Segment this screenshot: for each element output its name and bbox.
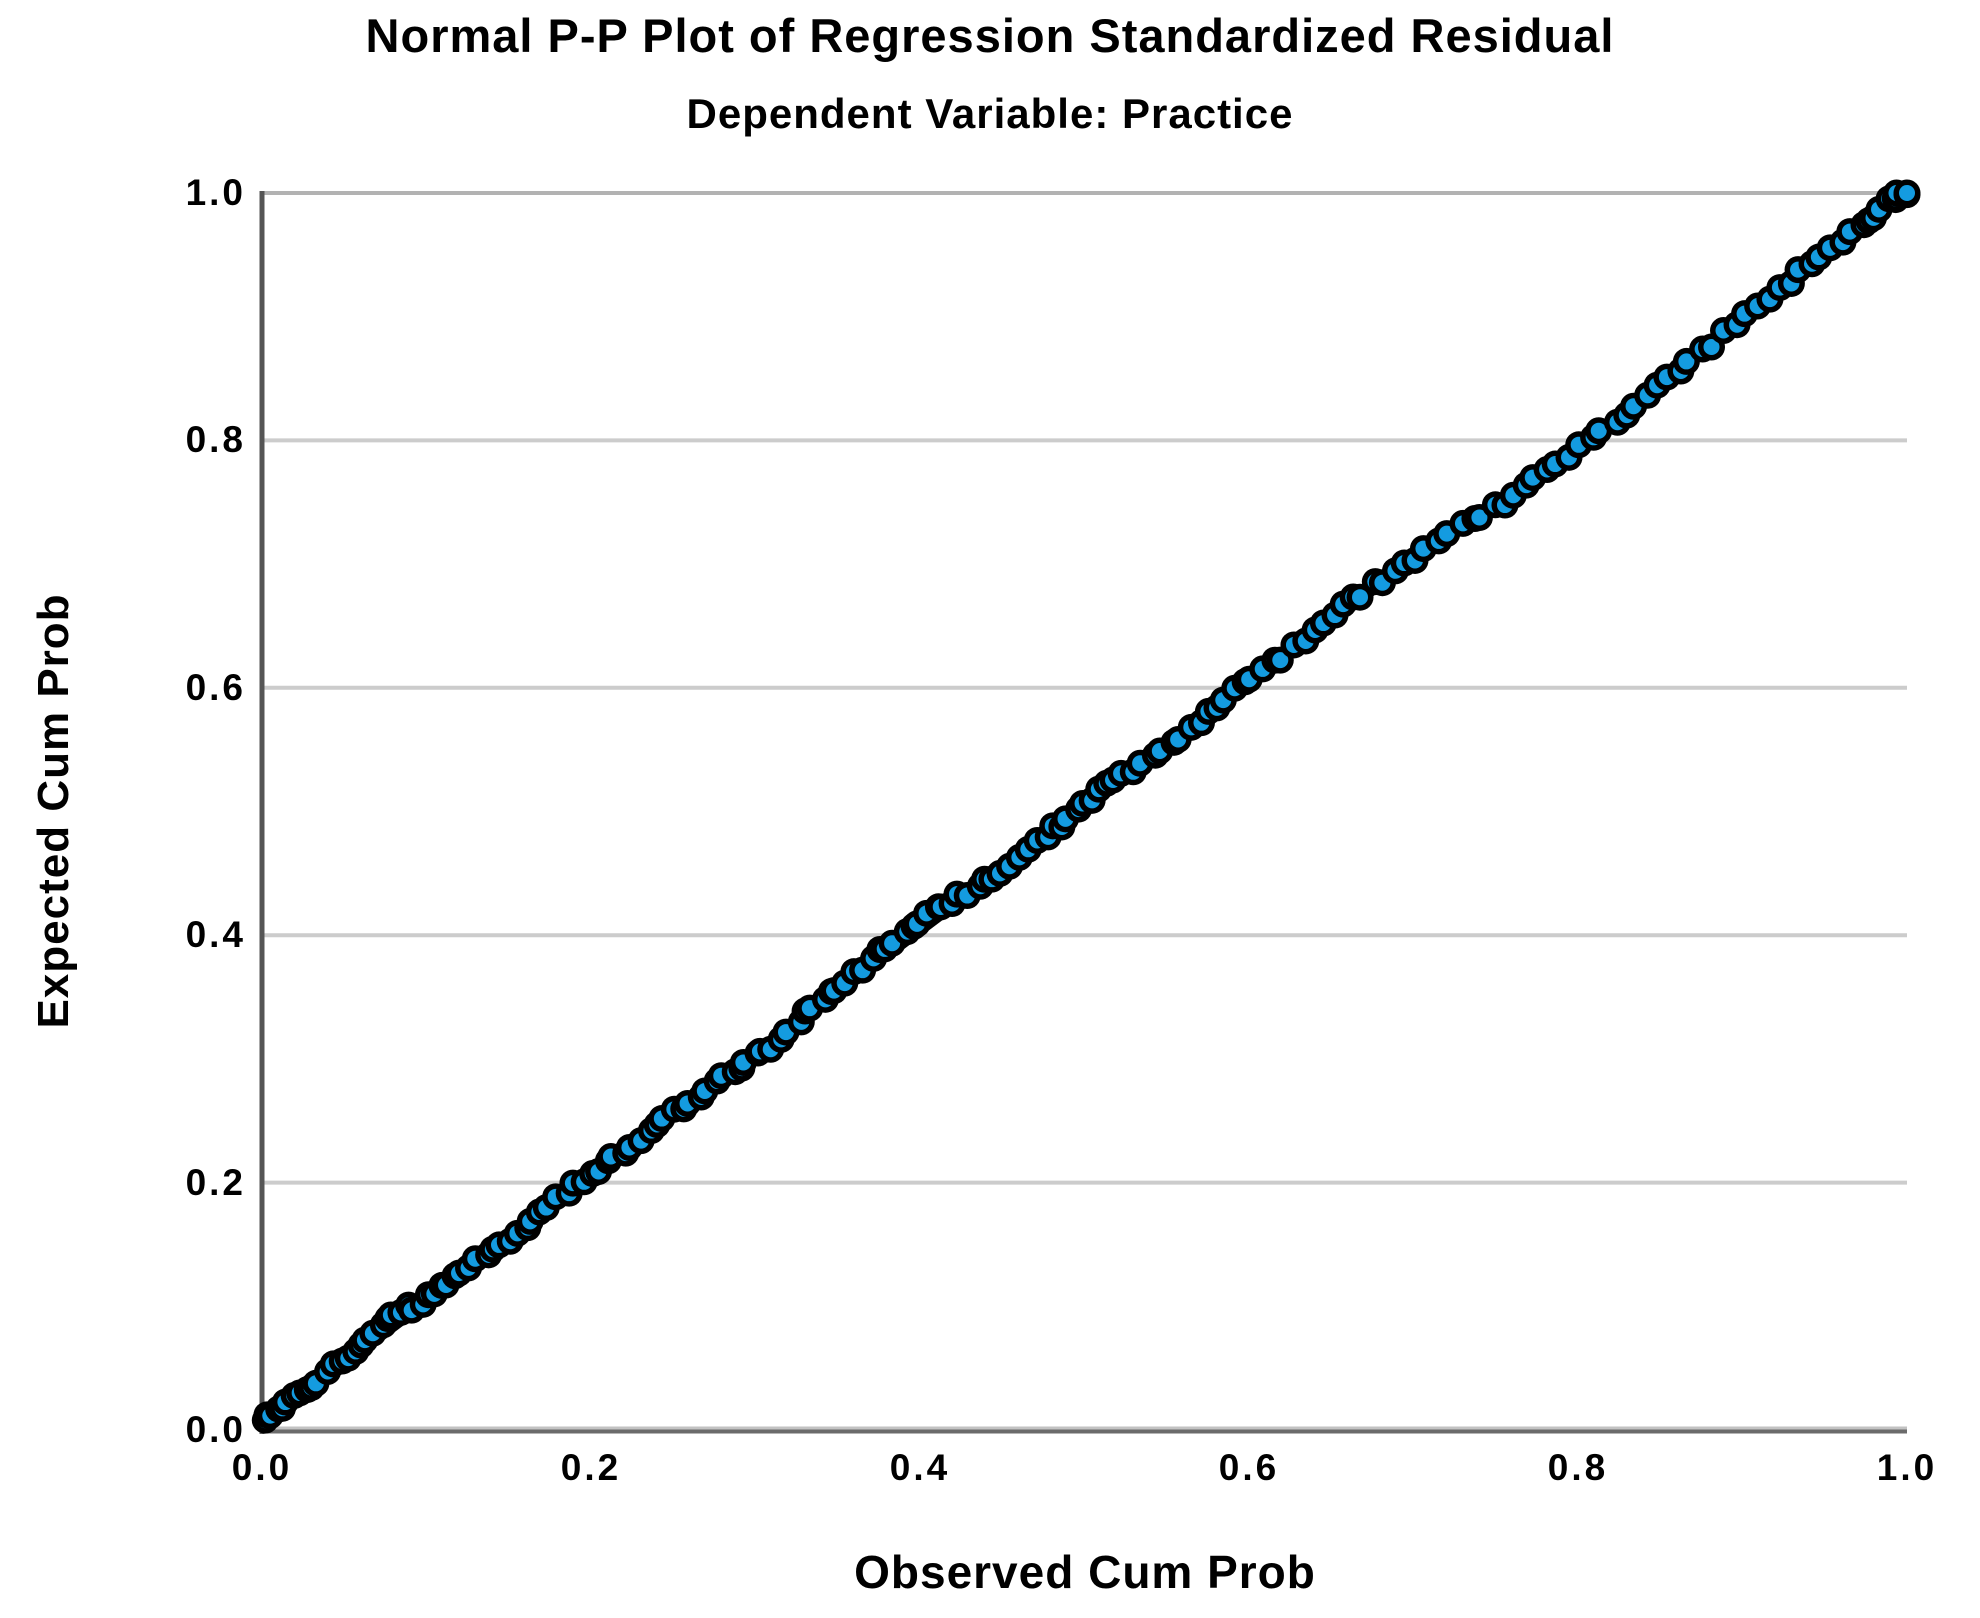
plot-area bbox=[251, 179, 1921, 1434]
y-tick-label: 1.0 bbox=[185, 172, 246, 213]
y-tick-label: 0.0 bbox=[185, 1409, 246, 1450]
y-tick-label: 0.4 bbox=[185, 914, 246, 956]
x-tick-label: 0.6 bbox=[1218, 1447, 1280, 1488]
x-tick-label: 1.0 bbox=[1876, 1447, 1938, 1488]
y-axis-title-text: Expected Cum Prob bbox=[29, 593, 78, 1029]
chart-subtitle: Dependent Variable: Practice bbox=[686, 90, 1294, 137]
y-tick-label: 0.6 bbox=[185, 666, 246, 708]
chart-title: Normal P-P Plot of Regression Standardiz… bbox=[365, 9, 1615, 62]
x-tick-label: 0.2 bbox=[560, 1447, 622, 1488]
x-tick-label: 0.0 bbox=[231, 1447, 293, 1488]
x-tick-label: 0.4 bbox=[889, 1447, 951, 1488]
x-axis-title-text: Observed Cum Prob bbox=[854, 1546, 1316, 1598]
y-tick-label: 0.8 bbox=[185, 419, 246, 461]
data-points bbox=[251, 179, 1921, 1434]
x-tick-label: 0.8 bbox=[1547, 1447, 1609, 1488]
y-tick-label: 0.2 bbox=[185, 1161, 246, 1203]
